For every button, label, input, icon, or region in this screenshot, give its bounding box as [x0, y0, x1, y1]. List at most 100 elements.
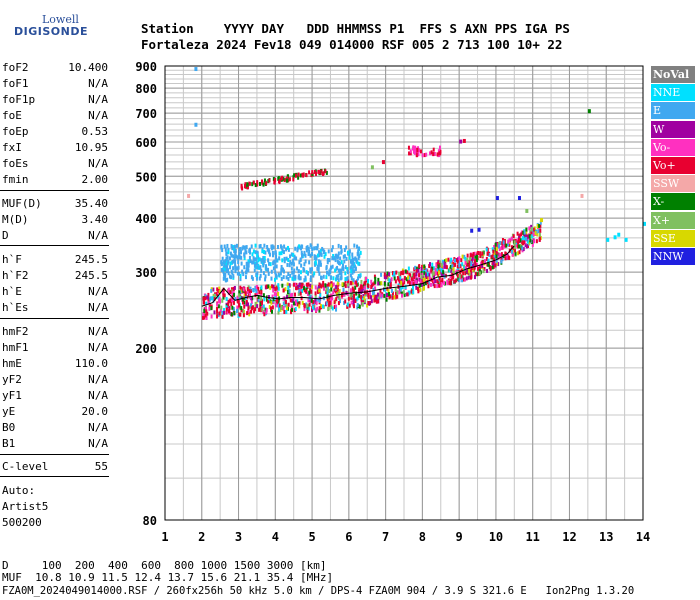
echo-point	[357, 256, 360, 261]
echo-point	[500, 252, 503, 257]
echo-point	[471, 256, 474, 261]
echo-point	[232, 306, 235, 311]
echo-point	[231, 295, 234, 300]
echo-point	[325, 170, 328, 175]
echo-point	[272, 177, 275, 182]
echo-point	[437, 149, 440, 154]
echo-point	[277, 300, 280, 305]
echo-point	[465, 263, 468, 268]
echo-point	[280, 265, 283, 270]
echo-point	[272, 288, 275, 293]
echo-point	[237, 260, 240, 265]
echo-point	[479, 264, 482, 269]
echo-point	[399, 289, 402, 294]
echo-point	[265, 284, 268, 289]
echo-point	[472, 263, 475, 268]
echo-point	[274, 250, 277, 255]
echo-point	[251, 260, 254, 265]
echo-point	[238, 295, 241, 300]
echo-point	[277, 176, 280, 181]
echo-point	[470, 266, 473, 271]
echo-point	[262, 263, 265, 268]
echo-point	[323, 254, 326, 259]
echo-point	[331, 306, 334, 311]
echo-point	[388, 292, 391, 297]
echo-point	[227, 299, 230, 304]
echo-point	[530, 240, 533, 245]
echo-point	[311, 170, 314, 175]
echo-point	[355, 297, 358, 302]
echo-point	[248, 289, 251, 294]
echo-point	[422, 277, 425, 282]
echo-point	[307, 306, 310, 311]
echo-point	[483, 266, 486, 271]
echo-point	[289, 260, 292, 265]
echo-point	[288, 289, 291, 294]
echo-point	[221, 289, 224, 294]
echo-point	[495, 251, 498, 256]
echo-point	[257, 258, 260, 263]
echo-point	[525, 230, 528, 235]
echo-point	[303, 252, 306, 257]
echo-point	[292, 297, 295, 302]
echo-point	[308, 290, 311, 295]
echo-point	[260, 292, 263, 297]
echo-point	[267, 271, 270, 276]
echo-point	[262, 304, 265, 309]
echo-point	[507, 239, 510, 244]
echo-point	[322, 274, 325, 279]
echo-point	[306, 309, 309, 314]
legend-item: W	[651, 120, 695, 138]
echo-point	[277, 292, 280, 297]
echo-point	[343, 259, 346, 264]
echo-point	[328, 282, 331, 287]
echo-point	[216, 309, 219, 314]
echo-point	[248, 292, 251, 297]
echo-point	[299, 288, 302, 293]
param-label: foE	[2, 109, 22, 122]
echo-point	[232, 286, 235, 291]
param-row: D N/A	[2, 229, 108, 245]
echo-point	[309, 275, 312, 280]
echo-point	[337, 278, 340, 283]
echo-point	[357, 249, 360, 254]
echo-point	[456, 264, 459, 269]
x-tick-label: 3	[235, 530, 242, 544]
echo-point	[290, 304, 293, 309]
echo-point	[274, 270, 277, 275]
echo-point	[232, 274, 235, 279]
echo-point	[361, 296, 364, 301]
echo-point	[337, 251, 340, 256]
echo-point	[512, 245, 515, 250]
echo-point	[469, 269, 472, 274]
echo-point	[250, 306, 253, 311]
echo-point	[339, 299, 342, 304]
echo-point	[324, 252, 327, 257]
y-tick-label: 200	[135, 342, 157, 356]
echo-point	[242, 272, 245, 277]
x-tick-label: 6	[345, 530, 352, 544]
param-label: hmE	[2, 357, 22, 370]
echo-point	[275, 264, 278, 269]
echo-point	[353, 264, 356, 269]
echo-point	[239, 255, 242, 260]
echo-point	[485, 247, 488, 252]
echo-point	[205, 315, 208, 320]
echo-point	[332, 254, 335, 259]
echo-point	[309, 294, 312, 299]
echo-point	[250, 300, 253, 305]
echo-point	[450, 269, 453, 274]
echo-point	[461, 262, 464, 267]
echo-point	[289, 273, 292, 278]
echo-point	[275, 292, 278, 297]
echo-point	[327, 249, 330, 254]
echo-point	[521, 248, 524, 253]
echo-point	[390, 277, 393, 282]
echo-point	[393, 271, 396, 276]
echo-point	[469, 253, 472, 258]
echo-point	[207, 301, 210, 306]
x-tick-label: 14	[636, 530, 650, 544]
echo-point	[469, 256, 472, 261]
echo-point	[508, 242, 511, 247]
echo-point	[257, 286, 260, 291]
